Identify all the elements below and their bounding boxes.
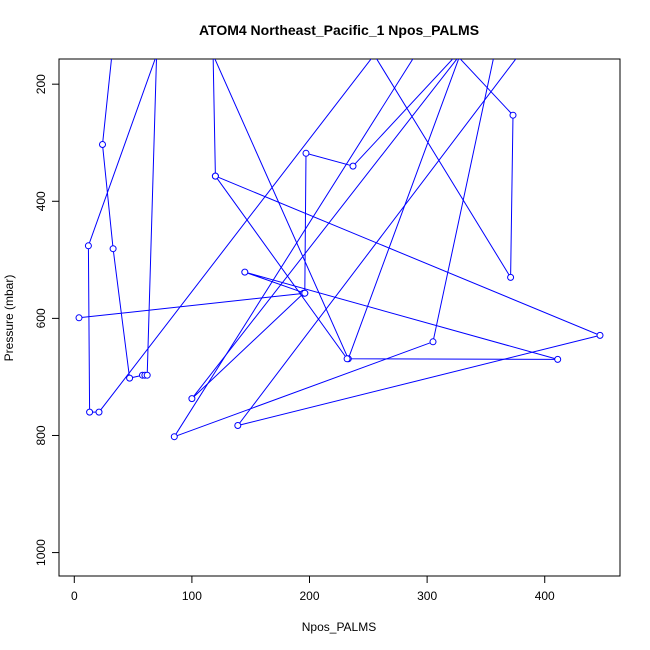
data-point	[241, 268, 249, 276]
y-axis-label: Pressure (mbar)	[2, 275, 16, 362]
y-tick-label: 600	[34, 308, 48, 328]
data-point	[86, 408, 94, 416]
chart-title: ATOM4 Northeast_Pacific_1 Npos_PALMS	[199, 22, 479, 38]
x-tick-label: 400	[535, 589, 555, 603]
y-tick-label: 1000	[34, 539, 48, 566]
data-point	[109, 245, 117, 253]
x-axis-label: Npos_PALMS	[302, 620, 376, 634]
data-point	[99, 141, 106, 148]
x-tick-label: 0	[71, 589, 78, 603]
x-axis: 0 100 200 300 400	[71, 576, 555, 603]
y-tick-label: 800	[34, 425, 48, 445]
series-line	[215, 59, 602, 427]
data-point	[509, 111, 517, 119]
data-point	[554, 355, 562, 363]
x-tick-label: 300	[417, 589, 437, 603]
y-tick-label: 200	[34, 74, 48, 94]
data-point	[170, 433, 178, 441]
data-point	[302, 149, 310, 157]
x-tick-label: 200	[299, 589, 319, 603]
x-tick-label: 100	[182, 589, 202, 603]
data-point	[95, 408, 103, 416]
data-point	[234, 422, 242, 429]
data-point	[75, 314, 83, 322]
data-point	[343, 355, 351, 363]
data-point	[507, 273, 515, 281]
series-line	[78, 59, 558, 413]
data-point	[188, 395, 196, 403]
y-axis: 200 400 600 800 1000	[34, 74, 59, 566]
data-point	[596, 331, 604, 339]
data-point	[84, 242, 92, 250]
y-tick-label: 400	[34, 191, 48, 211]
data-point	[126, 374, 134, 382]
data-point	[211, 172, 219, 180]
data-point	[429, 338, 437, 346]
data-point	[349, 162, 357, 170]
data-point	[301, 289, 309, 297]
data-points	[75, 111, 604, 441]
series-line	[173, 59, 494, 438]
data-lines	[78, 59, 602, 438]
data-point	[143, 371, 151, 379]
plot-frame	[58, 58, 621, 577]
